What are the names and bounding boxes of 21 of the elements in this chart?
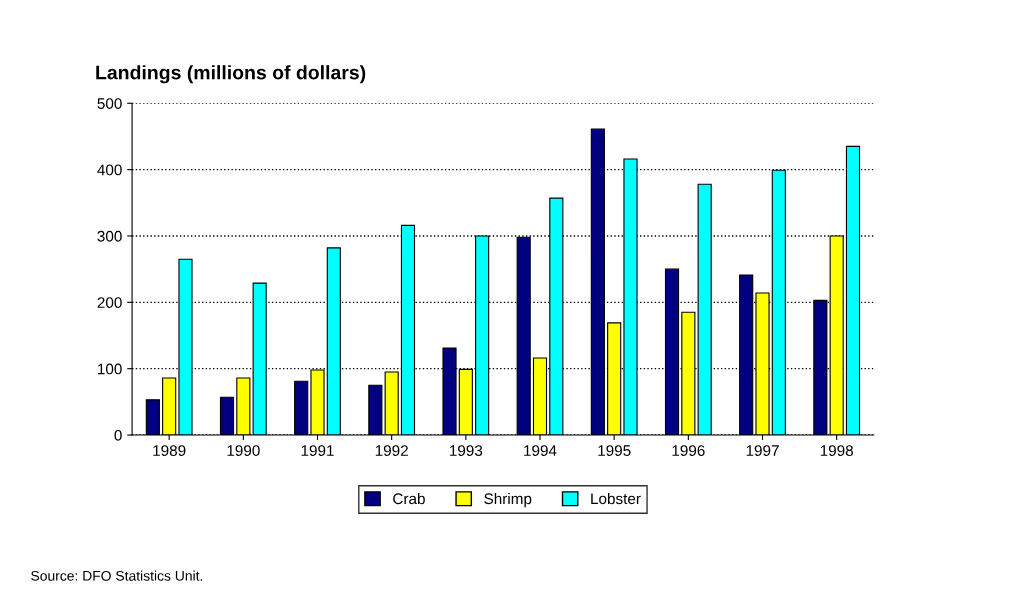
x-tick-label: 1989 [153,445,186,456]
x-tick-label: 1997 [746,445,779,456]
x-tick-label: 1991 [301,445,334,456]
y-tick-label: 500 [97,98,122,109]
x-tick-label: 1993 [450,445,483,456]
x-tick-label: 1998 [820,445,854,456]
legend-label: Crab [393,492,425,505]
x-tick-label: 1995 [598,445,631,456]
y-tick-label: 300 [97,230,122,242]
y-tick-label: 400 [97,164,122,176]
y-tick-label: 0 [114,429,122,441]
y-tick-label: 100 [98,363,122,375]
legend-label: Lobster [591,492,641,505]
x-tick-label: 1992 [375,445,408,456]
chart-title: Landings (millions of dollars) [96,65,366,84]
x-tick-label: 1996 [672,445,705,456]
source-note: Source: DFO Statistics Unit. [31,570,203,581]
y-tick-label: 200 [97,297,122,309]
legend-label: Shrimp [484,492,532,508]
x-tick-label: 1994 [524,445,557,456]
x-tick-label: 1990 [227,445,260,456]
